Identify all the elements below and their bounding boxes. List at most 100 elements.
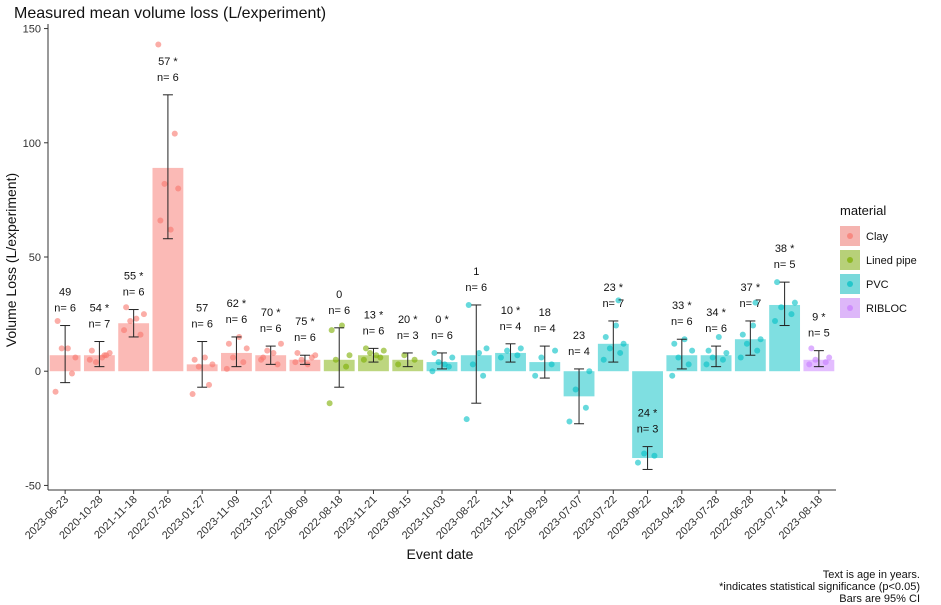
- data-point: [123, 304, 130, 311]
- n-label: n= 6: [328, 305, 350, 317]
- data-point: [469, 361, 476, 368]
- n-label: n= 4: [500, 321, 522, 333]
- data-point: [225, 340, 232, 347]
- data-point: [72, 354, 79, 361]
- age-label: 55 *: [124, 271, 144, 283]
- age-label: 1: [473, 266, 479, 278]
- data-point: [552, 347, 559, 354]
- data-point: [274, 361, 281, 368]
- y-tick-label: 150: [23, 24, 41, 36]
- data-point: [64, 345, 71, 352]
- data-point: [157, 217, 164, 224]
- data-point: [582, 404, 589, 411]
- data-point: [463, 416, 470, 423]
- data-point: [788, 311, 795, 318]
- legend-title: material: [840, 203, 886, 218]
- data-point: [338, 322, 345, 329]
- data-point: [54, 317, 61, 324]
- data-point: [806, 361, 813, 368]
- data-point: [431, 349, 438, 356]
- data-point: [739, 331, 746, 338]
- data-point: [671, 340, 678, 347]
- age-label: 9 *: [812, 312, 826, 324]
- data-point: [483, 345, 490, 352]
- data-point: [703, 361, 710, 368]
- n-label: n= 7: [89, 319, 111, 331]
- age-label: 23 *: [604, 282, 624, 294]
- n-label: n= 5: [808, 328, 830, 340]
- n-label: n= 6: [191, 319, 213, 331]
- n-label: n= 4: [534, 323, 556, 335]
- legend-point: [847, 281, 853, 287]
- data-point: [504, 347, 511, 354]
- data-point: [826, 354, 833, 361]
- data-point: [133, 315, 140, 322]
- data-point: [812, 356, 819, 363]
- y-tick-label: -50: [25, 480, 41, 492]
- data-point: [532, 372, 539, 379]
- data-point: [719, 356, 726, 363]
- n-label: n= 6: [671, 316, 693, 328]
- legend-label: RIBLOC: [866, 303, 907, 315]
- data-point: [270, 349, 277, 356]
- data-point: [675, 354, 682, 361]
- data-point: [705, 347, 712, 354]
- n-label: n= 6: [260, 323, 282, 335]
- n-label: n= 5: [774, 259, 796, 271]
- age-label: 18: [539, 307, 551, 319]
- data-point: [140, 311, 147, 318]
- data-point: [600, 356, 607, 363]
- data-point: [171, 130, 178, 137]
- n-label: n= 7: [739, 298, 761, 310]
- legend-point: [847, 257, 853, 263]
- data-point: [175, 185, 182, 192]
- data-point: [435, 359, 442, 366]
- data-point: [155, 41, 162, 48]
- age-label: 34 *: [706, 307, 726, 319]
- age-label: 24 *: [638, 408, 658, 420]
- n-label: n= 3: [397, 330, 419, 342]
- data-point: [634, 459, 641, 466]
- data-point: [566, 418, 573, 425]
- caption-line-1: Text is age in years.: [823, 569, 920, 581]
- data-point: [68, 370, 75, 377]
- data-point: [449, 354, 456, 361]
- n-label: n= 6: [465, 282, 487, 294]
- data-point: [480, 372, 487, 379]
- data-point: [429, 368, 436, 375]
- data-point: [709, 354, 716, 361]
- data-point: [260, 354, 267, 361]
- data-point: [277, 340, 284, 347]
- data-point: [223, 365, 230, 372]
- data-point: [774, 279, 781, 286]
- data-point: [822, 359, 829, 366]
- n-label: n= 6: [431, 330, 453, 342]
- legend-point: [847, 233, 853, 239]
- n-label: n= 6: [363, 325, 385, 337]
- data-point: [641, 450, 648, 457]
- data-point: [201, 354, 208, 361]
- data-point: [778, 304, 785, 311]
- data-point: [86, 356, 93, 363]
- data-point: [620, 340, 627, 347]
- data-point: [517, 345, 524, 352]
- data-point: [808, 345, 815, 352]
- y-tick-label: 0: [35, 366, 41, 378]
- age-label: 20 *: [398, 314, 418, 326]
- data-point: [791, 299, 798, 306]
- age-label: 38 *: [775, 243, 795, 255]
- data-point: [332, 356, 339, 363]
- age-label: 23: [573, 330, 585, 342]
- data-point: [209, 361, 216, 368]
- n-label: n= 6: [54, 303, 76, 315]
- data-point: [613, 322, 620, 329]
- caption-line-3: Bars are 95% CI: [839, 593, 920, 605]
- data-point: [167, 226, 174, 233]
- y-axis-title: Volume Loss (L/experiment): [3, 173, 19, 347]
- age-label: 33 *: [672, 300, 692, 312]
- legend: material Clay Lined pipe PVC RIBLOC: [840, 203, 917, 318]
- bar: [632, 371, 663, 459]
- legend-label: Lined pipe: [866, 255, 917, 267]
- data-point: [586, 368, 593, 375]
- data-point: [757, 336, 764, 343]
